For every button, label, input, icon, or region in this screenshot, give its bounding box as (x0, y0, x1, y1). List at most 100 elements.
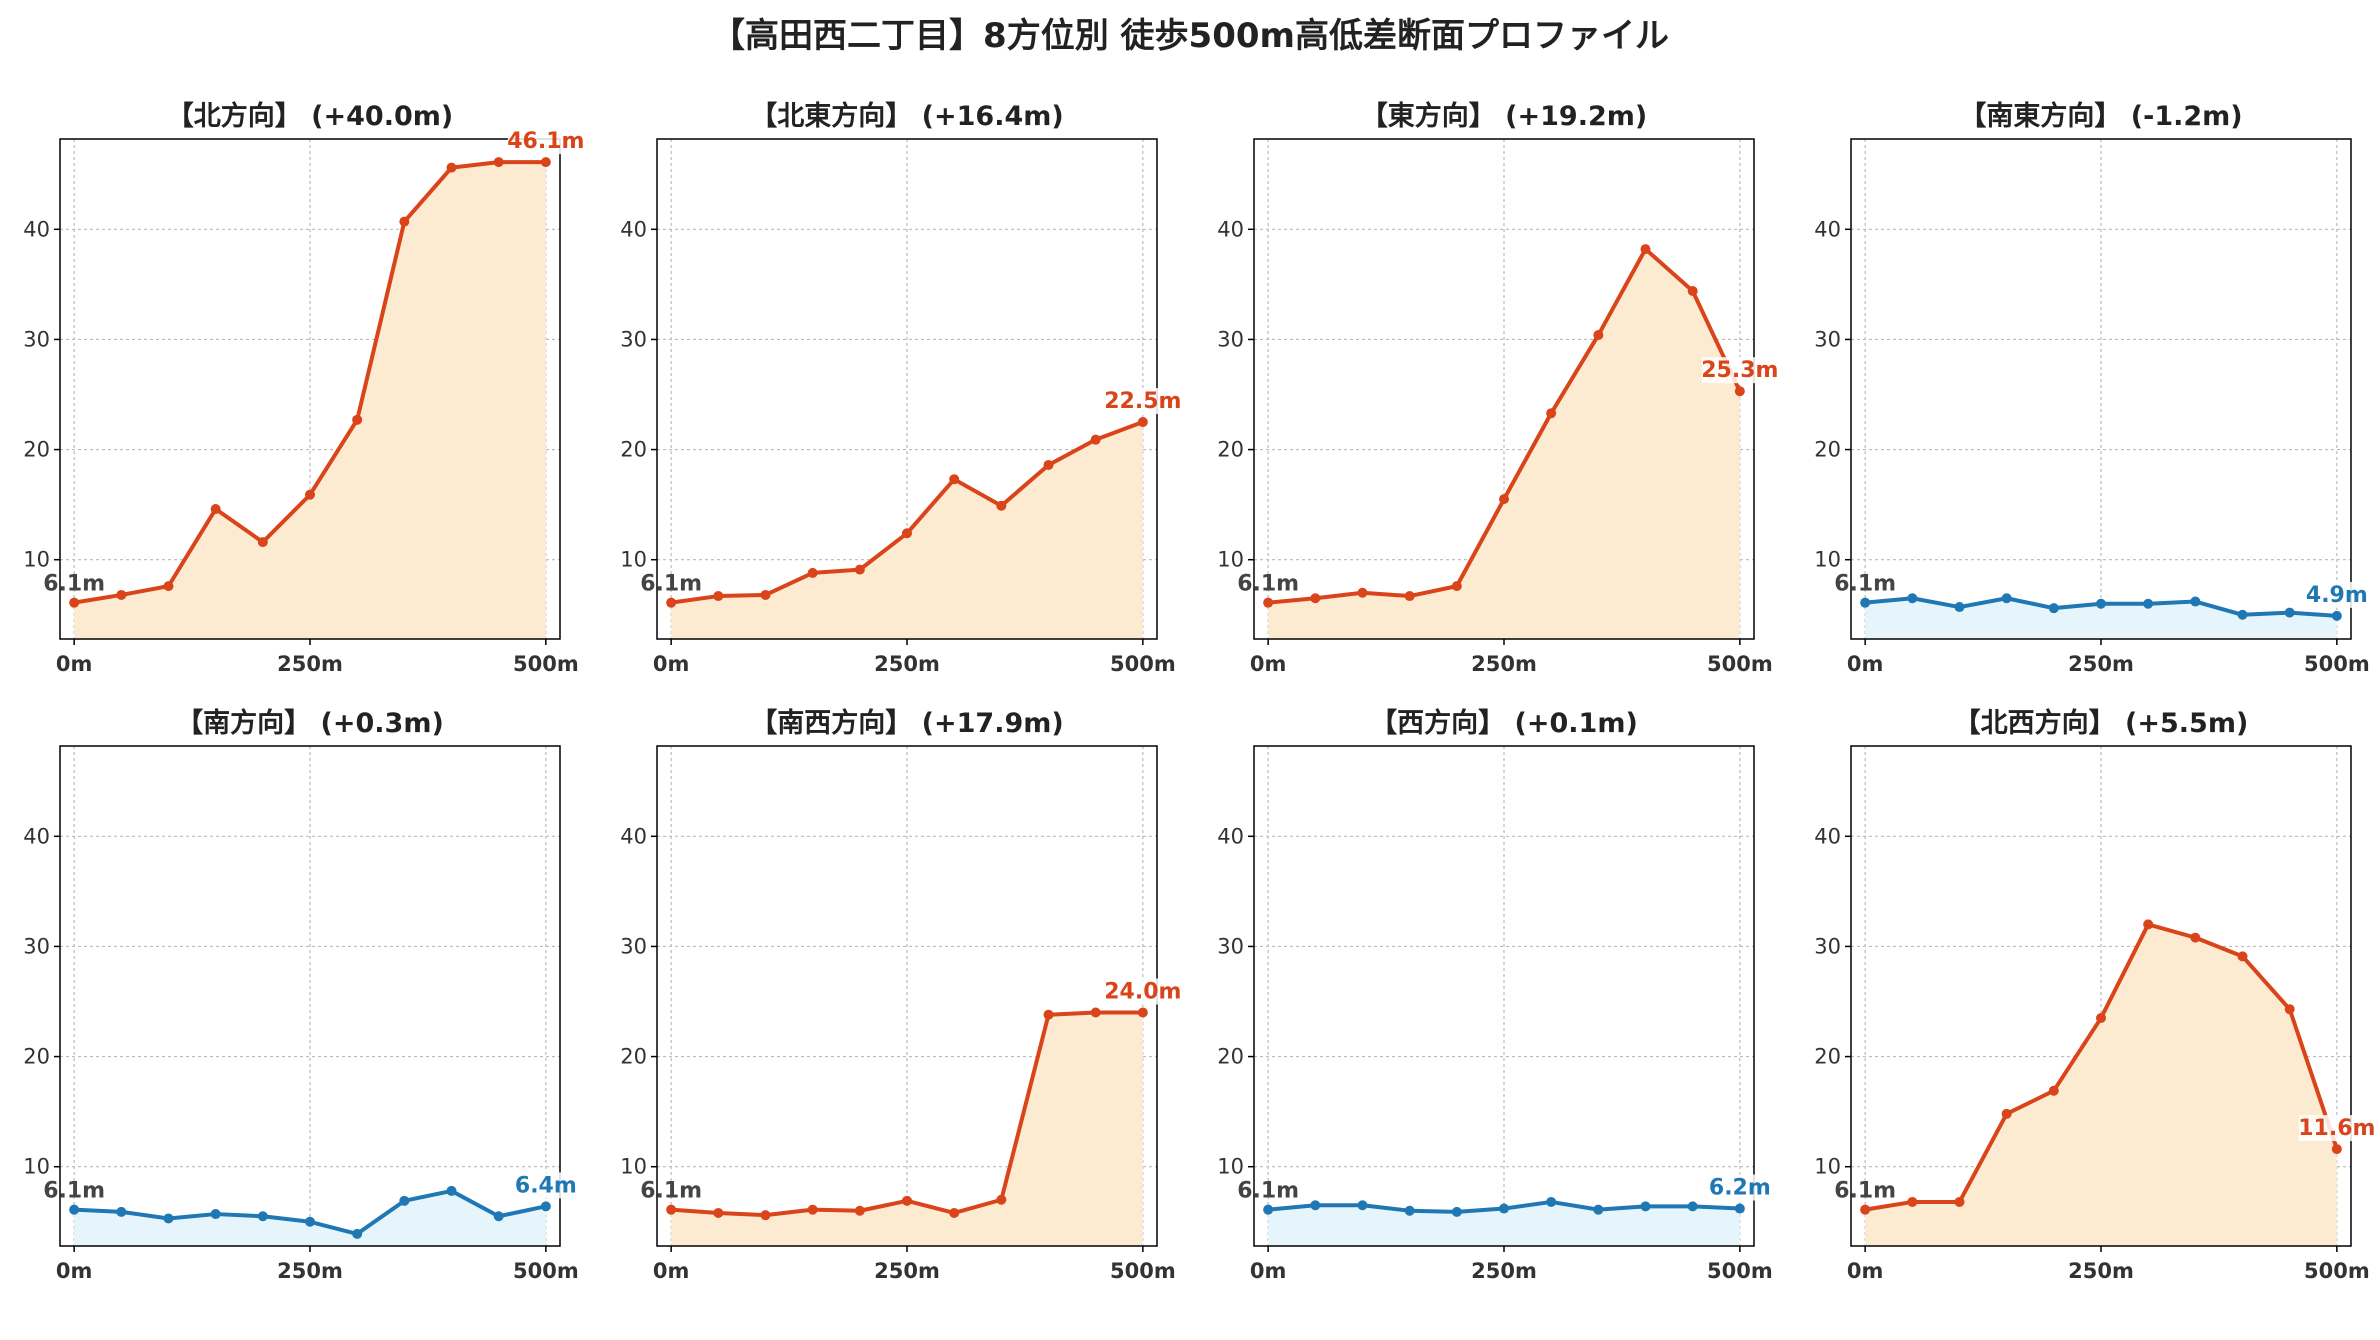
data-point (1451, 581, 1462, 592)
end-value-label: 22.5m (1104, 389, 1181, 414)
data-point (1907, 1196, 1918, 1207)
x-tick-label: 500m (1707, 652, 1773, 676)
y-tick-label: 40 (23, 217, 50, 241)
x-tick-label: 250m (2068, 652, 2134, 676)
end-value-label: 6.2m (1709, 1176, 1771, 1201)
data-point (1860, 1204, 1871, 1215)
start-value-label: 6.1m (43, 1179, 105, 1204)
x-tick-label: 500m (1110, 652, 1176, 676)
data-point (446, 162, 457, 173)
data-point (446, 1185, 457, 1196)
data-point (713, 591, 724, 602)
data-point (1907, 593, 1918, 604)
data-point (305, 1216, 315, 1227)
y-tick-label: 20 (620, 438, 647, 462)
data-point (854, 1205, 865, 1216)
chart-svg: 10 20 30 40 0m 250m 500m 6.1m 4.9m (1814, 138, 2375, 676)
main-title: 【高田西二丁目】8方位別 徒歩500m高低差断面プロファイル (711, 16, 1669, 56)
data-point (2237, 951, 2248, 962)
data-point (2096, 1013, 2106, 1024)
x-tick-label: 0m (653, 1259, 690, 1283)
chart-svg: 10 20 30 40 0m 250m 500m 6.1m 46.1m (23, 128, 584, 676)
data-point (949, 474, 960, 485)
y-tick-label: 20 (1217, 1045, 1244, 1069)
x-tick-label: 0m (1250, 1259, 1287, 1283)
data-point (163, 1213, 174, 1224)
data-point (210, 1209, 221, 1220)
start-value-label: 6.1m (640, 1179, 702, 1204)
panel-title: 【南東方向】 (-1.2m) (1959, 101, 2243, 132)
data-point (2001, 1108, 2012, 1119)
data-point (540, 157, 551, 168)
chart-svg: 10 20 30 40 0m 250m 500m 6.1m 6.4m (23, 745, 584, 1283)
y-tick-label: 30 (23, 327, 50, 351)
x-tick-label: 500m (513, 1259, 579, 1283)
x-tick-label: 0m (1847, 1259, 1884, 1283)
y-tick-label: 10 (1814, 548, 1841, 572)
x-tick-label: 500m (2304, 652, 2370, 676)
data-point (2284, 607, 2295, 618)
data-point (69, 597, 80, 608)
data-point (1137, 417, 1148, 428)
x-tick-label: 250m (277, 652, 343, 676)
data-point (1734, 1203, 1745, 1214)
chart-svg: 10 20 30 40 0m 250m 500m 6.1m 22.5m (620, 138, 1181, 676)
data-point (854, 564, 865, 575)
data-point (1546, 408, 1557, 419)
y-tick-label: 30 (1217, 327, 1244, 351)
data-point (1090, 434, 1101, 445)
data-point (2143, 919, 2154, 930)
chart-svg: 10 20 30 40 0m 250m 500m 6.1m 11.6m (1814, 745, 2375, 1283)
end-value-label: 4.9m (2306, 583, 2368, 608)
x-tick-label: 0m (56, 1259, 93, 1283)
data-point (996, 1194, 1007, 1205)
x-tick-label: 250m (874, 652, 940, 676)
data-point (1043, 1009, 1054, 1020)
data-point (2048, 1085, 2059, 1096)
end-label-bg (2298, 581, 2375, 608)
data-point (69, 1204, 80, 1215)
x-tick-label: 500m (1707, 1259, 1773, 1283)
data-point (760, 589, 771, 600)
start-value-label: 6.1m (640, 572, 702, 597)
data-point (1137, 1007, 1148, 1018)
data-point (1687, 1201, 1698, 1212)
chart-panel: 【南西方向】 (+17.9m) 10 20 30 40 0m 250m 500m 6.1m 24.… (597, 701, 1197, 1321)
start-value-label: 6.1m (1237, 1179, 1299, 1204)
x-tick-label: 500m (2304, 1259, 2370, 1283)
panel-title: 【南西方向】 (+17.9m) (750, 708, 1064, 739)
data-point (807, 1204, 818, 1215)
data-point (2331, 1144, 2342, 1155)
x-tick-label: 0m (653, 652, 690, 676)
end-value-label: 11.6m (2298, 1116, 2375, 1141)
chart-panel: 【北方向】 (+40.0m) 10 20 30 40 0m 250m 500m 6.1m 46.1… (0, 94, 600, 714)
data-point (493, 157, 504, 168)
data-point (1090, 1007, 1101, 1018)
end-label-bg (2298, 1115, 2375, 1142)
data-point (399, 216, 410, 227)
area-fill (1865, 924, 2337, 1246)
data-point (1404, 1205, 1415, 1216)
panel-title: 【東方向】 (+19.2m) (1360, 101, 1648, 132)
end-label-bg (507, 128, 584, 155)
chart-svg: 10 20 30 40 0m 250m 500m 6.1m 6.2m (1217, 745, 1778, 1283)
y-tick-label: 30 (1814, 327, 1841, 351)
end-value-label: 46.1m (507, 129, 584, 154)
data-point (305, 489, 315, 500)
data-point (1593, 1204, 1604, 1215)
y-tick-label: 10 (620, 548, 647, 572)
y-tick-label: 30 (23, 934, 50, 958)
x-tick-label: 250m (1471, 652, 1537, 676)
data-point (352, 1228, 363, 1239)
y-tick-label: 40 (1814, 824, 1841, 848)
data-point (257, 537, 268, 548)
y-tick-label: 40 (620, 217, 647, 241)
y-tick-label: 30 (1217, 934, 1244, 958)
data-point (949, 1207, 960, 1218)
x-tick-label: 250m (277, 1259, 343, 1283)
start-value-label: 6.1m (1834, 1179, 1896, 1204)
data-point (257, 1211, 268, 1222)
y-tick-label: 20 (620, 1045, 647, 1069)
end-value-label: 25.3m (1701, 358, 1778, 383)
end-label-bg (1104, 978, 1181, 1005)
